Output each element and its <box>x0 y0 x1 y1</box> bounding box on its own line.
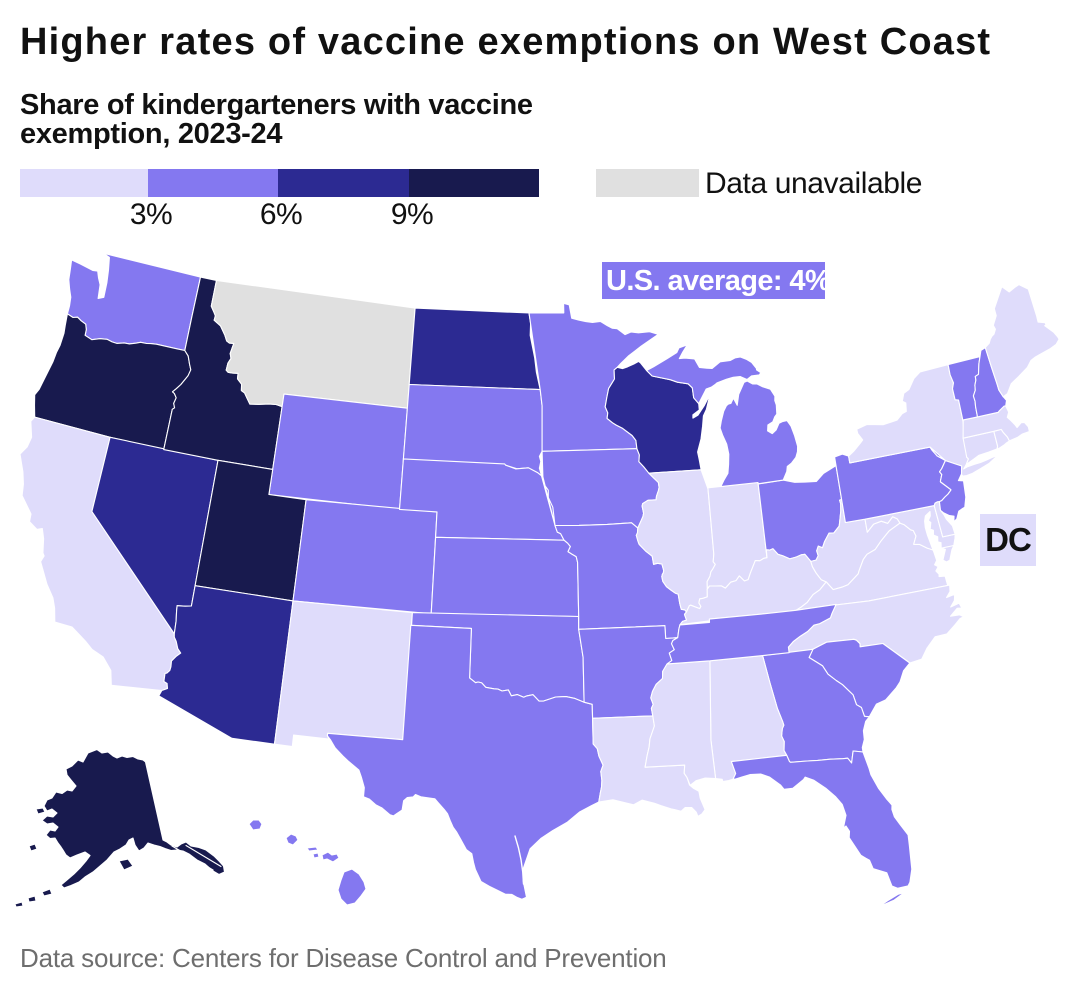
svg-text:U.S. average: 4%: U.S. average: 4% <box>606 265 831 297</box>
svg-text:9%: 9% <box>391 198 433 231</box>
svg-text:Higher rates of vaccine exempt: Higher rates of vaccine exemptions on We… <box>20 21 991 63</box>
svg-text:Share of kindergarteners with: Share of kindergarteners with vaccine <box>20 89 533 121</box>
svg-text:Data source: Centers for Disea: Data source: Centers for Disease Control… <box>20 943 667 973</box>
svg-text:6%: 6% <box>260 198 302 231</box>
svg-text:3%: 3% <box>130 198 172 231</box>
svg-text:exemption, 2023-24: exemption, 2023-24 <box>20 118 282 150</box>
svg-text:Data unavailable: Data unavailable <box>705 167 922 200</box>
svg-text:DC: DC <box>985 521 1031 558</box>
